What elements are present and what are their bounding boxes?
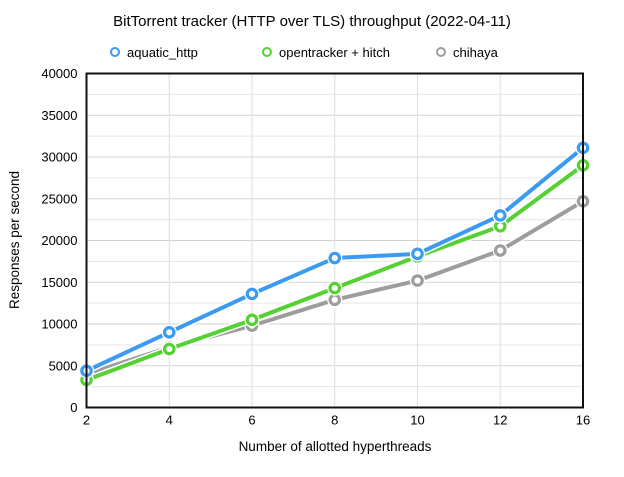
data-point (328, 251, 342, 265)
y-tick-label: 10000 (41, 317, 77, 332)
x-tick-label: 2 (83, 413, 90, 428)
legend: aquatic_http opentracker + hitch chihaya (0, 43, 624, 61)
y-tick-label: 40000 (41, 66, 77, 81)
x-axis-title: Number of allotted hyperthreads (239, 439, 432, 454)
y-tick-label: 20000 (41, 233, 77, 248)
plot-frame (85, 72, 584, 409)
legend-label: aquatic_http (127, 44, 198, 60)
x-tick-label: 6 (248, 413, 255, 428)
x-tick-label: 12 (493, 413, 507, 428)
legend-marker-icon (436, 47, 446, 57)
legend-item: chihaya (436, 43, 498, 61)
data-point (328, 281, 342, 295)
plot-border (85, 72, 584, 409)
data-point (328, 293, 342, 307)
gridlines (86, 73, 583, 408)
legend-marker-icon (110, 47, 120, 57)
x-tick-label: 10 (410, 413, 424, 428)
data-point (411, 247, 424, 261)
legend-marker-icon (262, 47, 272, 57)
data-point (162, 342, 176, 356)
y-tick-label: 25000 (41, 191, 77, 206)
y-tick-label: 35000 (41, 108, 77, 123)
data-point (245, 313, 259, 327)
y-tick-label: 30000 (41, 150, 77, 165)
legend-item: opentracker + hitch (262, 43, 390, 61)
chart-title: BitTorrent tracker (HTTP over TLS) throu… (113, 13, 511, 30)
data-point (245, 287, 259, 301)
y-tick-label: 5000 (49, 358, 78, 373)
axis-tick-labels: 0 5000 10000 15000 20000 25000 30000 35000 40000… (41, 66, 590, 428)
y-tick-label: 15000 (41, 275, 77, 290)
x-tick-label: 4 (166, 413, 173, 428)
y-axis-title: Responses per second (7, 171, 22, 309)
data-point (411, 274, 424, 287)
legend-label: chihaya (453, 44, 498, 60)
legend-item: aquatic_http (110, 43, 198, 61)
data-point (493, 244, 507, 257)
data-point (493, 209, 507, 222)
x-tick-label: 8 (331, 413, 338, 428)
x-tick-label: 16 (576, 413, 590, 428)
data-point (162, 326, 176, 339)
legend-label: opentracker + hitch (279, 44, 390, 60)
y-tick-label: 0 (70, 400, 77, 415)
